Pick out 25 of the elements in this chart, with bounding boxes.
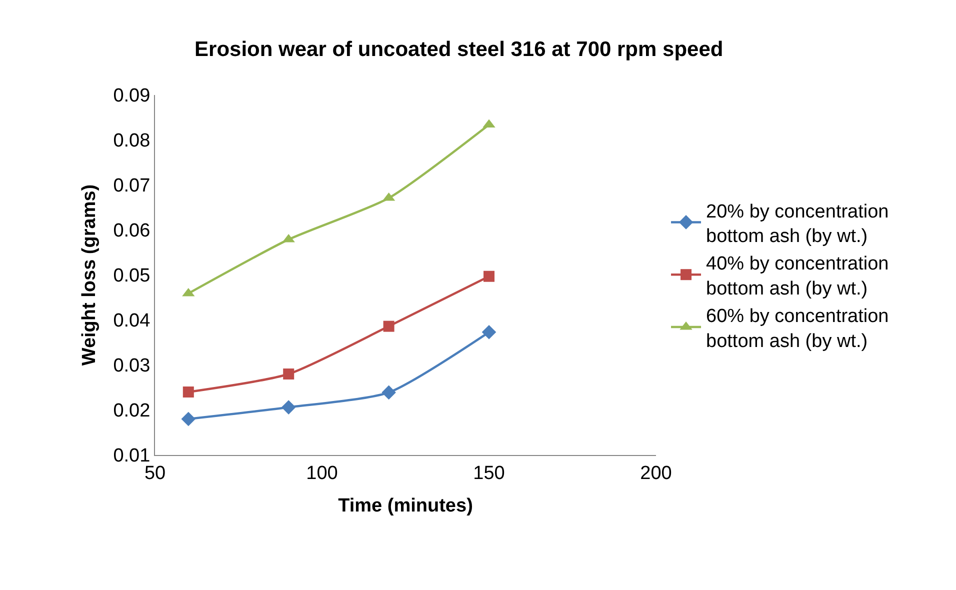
legend-label: 20% by concentration bottom ash (by wt.)	[706, 201, 889, 247]
x-axis-title: Time (minutes)	[338, 496, 473, 517]
point	[383, 320, 394, 332]
point	[283, 368, 294, 380]
chart-title: Erosion wear of uncoated steel 316 at 700 rpm speed	[194, 38, 724, 61]
y-tick-label: 0.04	[113, 310, 151, 332]
y-tick-label: 0.06	[113, 220, 150, 242]
point	[281, 400, 296, 414]
point	[482, 325, 496, 340]
point	[182, 386, 194, 398]
point	[382, 385, 396, 400]
y-tick-label: 0.02	[113, 400, 150, 422]
y-tick-label: 0.05	[113, 266, 150, 287]
y-tick-label: 0.07	[113, 176, 150, 197]
x-tick-label: 200	[640, 462, 672, 484]
y-tick-label: 0.08	[113, 130, 150, 152]
y-tick-label: 0.09	[113, 86, 150, 107]
point	[181, 412, 196, 426]
y-tick-label: 0.03	[113, 356, 150, 377]
legend-label: 60% by concentration bottom ash (by wt.)	[706, 306, 889, 352]
point	[484, 270, 494, 282]
legend-label: 40% by concentration bottom ash (by wt.)	[706, 254, 889, 300]
y-axis-title: Weight loss (grams)	[79, 184, 100, 366]
x-tick-label: 100	[306, 462, 338, 484]
x-tick-label: 150	[473, 462, 505, 484]
